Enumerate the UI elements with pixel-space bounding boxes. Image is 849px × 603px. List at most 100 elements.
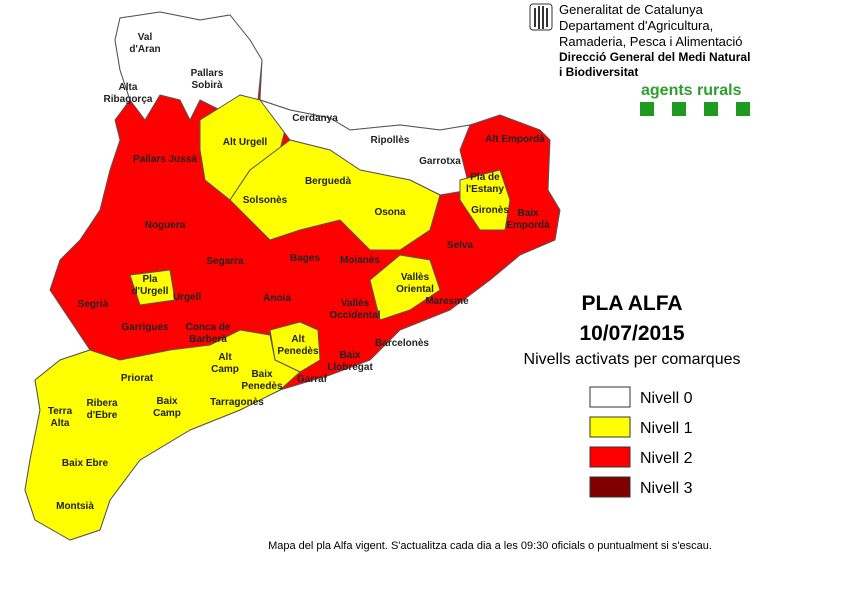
comarca-label-line: Alt [291, 334, 305, 345]
date: 10/07/2015 [579, 322, 684, 345]
legend-label: Nivell 3 [640, 480, 693, 497]
comarca-label: Pla de l'Estany [466, 172, 504, 195]
logo [529, 3, 553, 31]
comarca-label-line: Oriental [396, 284, 434, 295]
direction-line: Direcció General del Medi Natural [559, 50, 750, 64]
comarca-label-line: Alta [119, 82, 138, 93]
comarca-label-line: Alt [218, 352, 232, 363]
comarca-label: Baix Empordà [506, 208, 550, 231]
legend: Nivell 0 Nivell 1 Nivell 2 Nivell 3 [589, 386, 693, 498]
comarca-label-line: Conca de [185, 322, 230, 333]
comarca-label: Selva [447, 240, 474, 251]
legend-swatch [589, 446, 631, 468]
comarca-label: Berguedà [305, 176, 352, 187]
legend-label: Nivell 0 [640, 390, 693, 407]
comarca-label: Bages [290, 253, 320, 264]
comarca-label-line: Ripollès [371, 135, 410, 146]
comarca-label-line: d'Urgell [132, 286, 169, 297]
comarca-label: Priorat [121, 373, 154, 384]
comarca-label-line: Vallès [401, 272, 430, 283]
comarca-label-line: Alt Urgell [223, 137, 268, 148]
comarca-label: Pallars Jussà [133, 154, 197, 165]
comarca-label-line: Baix [339, 350, 361, 361]
comarca-label: Garraf [297, 374, 328, 385]
comarca-label-line: Gironès [471, 205, 509, 216]
comarca-label-line: Baix [156, 396, 178, 407]
comarca-label: Segarra [206, 256, 244, 267]
comarca-label-line: Camp [153, 408, 181, 419]
legend-label: Nivell 2 [640, 450, 693, 467]
comarca-label-line: Penedès [277, 346, 319, 357]
comarca-label-line: Empordà [506, 220, 550, 231]
comarca-label: Terra Alta [48, 406, 73, 429]
comarca-label: Baix Ebre [62, 458, 109, 469]
comarca-label-line: l'Estany [466, 184, 504, 195]
comarca-label-line: Garrotxa [419, 156, 461, 167]
comarca-label-line: Priorat [121, 373, 154, 384]
region-level-1 [369, 254, 441, 321]
subtitle: Nivells activats per comarques [524, 351, 741, 368]
comarca-label-line: Maresme [425, 296, 469, 307]
comarca-label-line: Noguera [145, 220, 186, 231]
legend-swatch [589, 416, 631, 438]
comarca-label-line: Alt Empordà [485, 134, 545, 145]
comarca-label: Barcelonès [375, 338, 429, 349]
comarca-label-line: Berguedà [305, 176, 352, 187]
comarca-label: Alta Ribagorça [104, 82, 153, 105]
comarca-label: Segrià [78, 299, 109, 310]
org-line: Departament d'Agricultura, [559, 18, 713, 33]
comarca-label-line: Terra [48, 406, 73, 417]
comarca-label: Vallès Oriental [396, 272, 434, 295]
comarca-label: Ripollès [371, 135, 410, 146]
region-level-0 [114, 11, 263, 121]
comarca-label-line: Pla de [470, 172, 500, 183]
comarca-label: Baix Llobregat [327, 350, 373, 373]
comarca-label-line: Sobirà [191, 80, 223, 91]
comarca-label-line: Ribera [86, 398, 118, 409]
legend-swatch [589, 476, 631, 498]
comarca-label: Solsonès [243, 195, 288, 206]
comarca-label-line: Anoia [263, 293, 291, 304]
comarca-label-line: Tarragonès [210, 397, 264, 408]
comarca-label: Val d'Aran [129, 32, 160, 55]
comarca-label-line: Vallès [341, 298, 370, 309]
comarca-label: Urgell [173, 292, 202, 303]
comarca-label-line: Pallars Jussà [133, 154, 197, 165]
comarca-label-line: Baix [251, 369, 273, 380]
comarca-label-line: Barberà [189, 334, 227, 345]
direction-line: i Biodiversitat [559, 65, 638, 79]
comarca-label: Gironès [471, 205, 509, 216]
comarca-label-line: Segrià [78, 299, 109, 310]
comarca-label: Cerdanya [292, 113, 338, 124]
region-level-1 [24, 329, 301, 541]
comarca-label: Ribera d'Ebre [86, 398, 118, 421]
comarca-label-line: Selva [447, 240, 474, 251]
org-line: Generalitat de Catalunya [559, 2, 704, 17]
comarca-label: Alt Empordà [485, 134, 545, 145]
comarca-label: Garrotxa [419, 156, 461, 167]
comarca-label: Montsià [56, 501, 94, 512]
comarca-label: Garrigues [121, 322, 169, 333]
comarca-label: Baix Penedès [241, 369, 283, 392]
map [24, 11, 561, 541]
title: PLA ALFA [581, 292, 682, 315]
footnote: Mapa del pla Alfa vigent. S'actualitza c… [268, 540, 712, 552]
comarca-label-line: Baix [517, 208, 539, 219]
comarca-label-line: Montsià [56, 501, 94, 512]
comarca-label: Tarragonès [210, 397, 264, 408]
comarca-label: Pla d'Urgell [132, 274, 169, 297]
brand-squares [640, 102, 750, 116]
comarca-label-line: Camp [211, 364, 239, 375]
comarca-label: Alt Urgell [223, 137, 268, 148]
comarca-label: Maresme [425, 296, 469, 307]
comarca-label: Noguera [145, 220, 186, 231]
comarca-label-line: Garraf [297, 374, 328, 385]
legend-swatch [589, 386, 631, 408]
comarca-label-line: Solsonès [243, 195, 288, 206]
comarca-label-line: Alta [51, 418, 70, 429]
comarca-label: Baix Camp [153, 396, 181, 419]
comarca-label-line: Baix Ebre [62, 458, 109, 469]
region-level-1 [459, 169, 511, 231]
comarca-label-line: d'Ebre [87, 410, 118, 421]
